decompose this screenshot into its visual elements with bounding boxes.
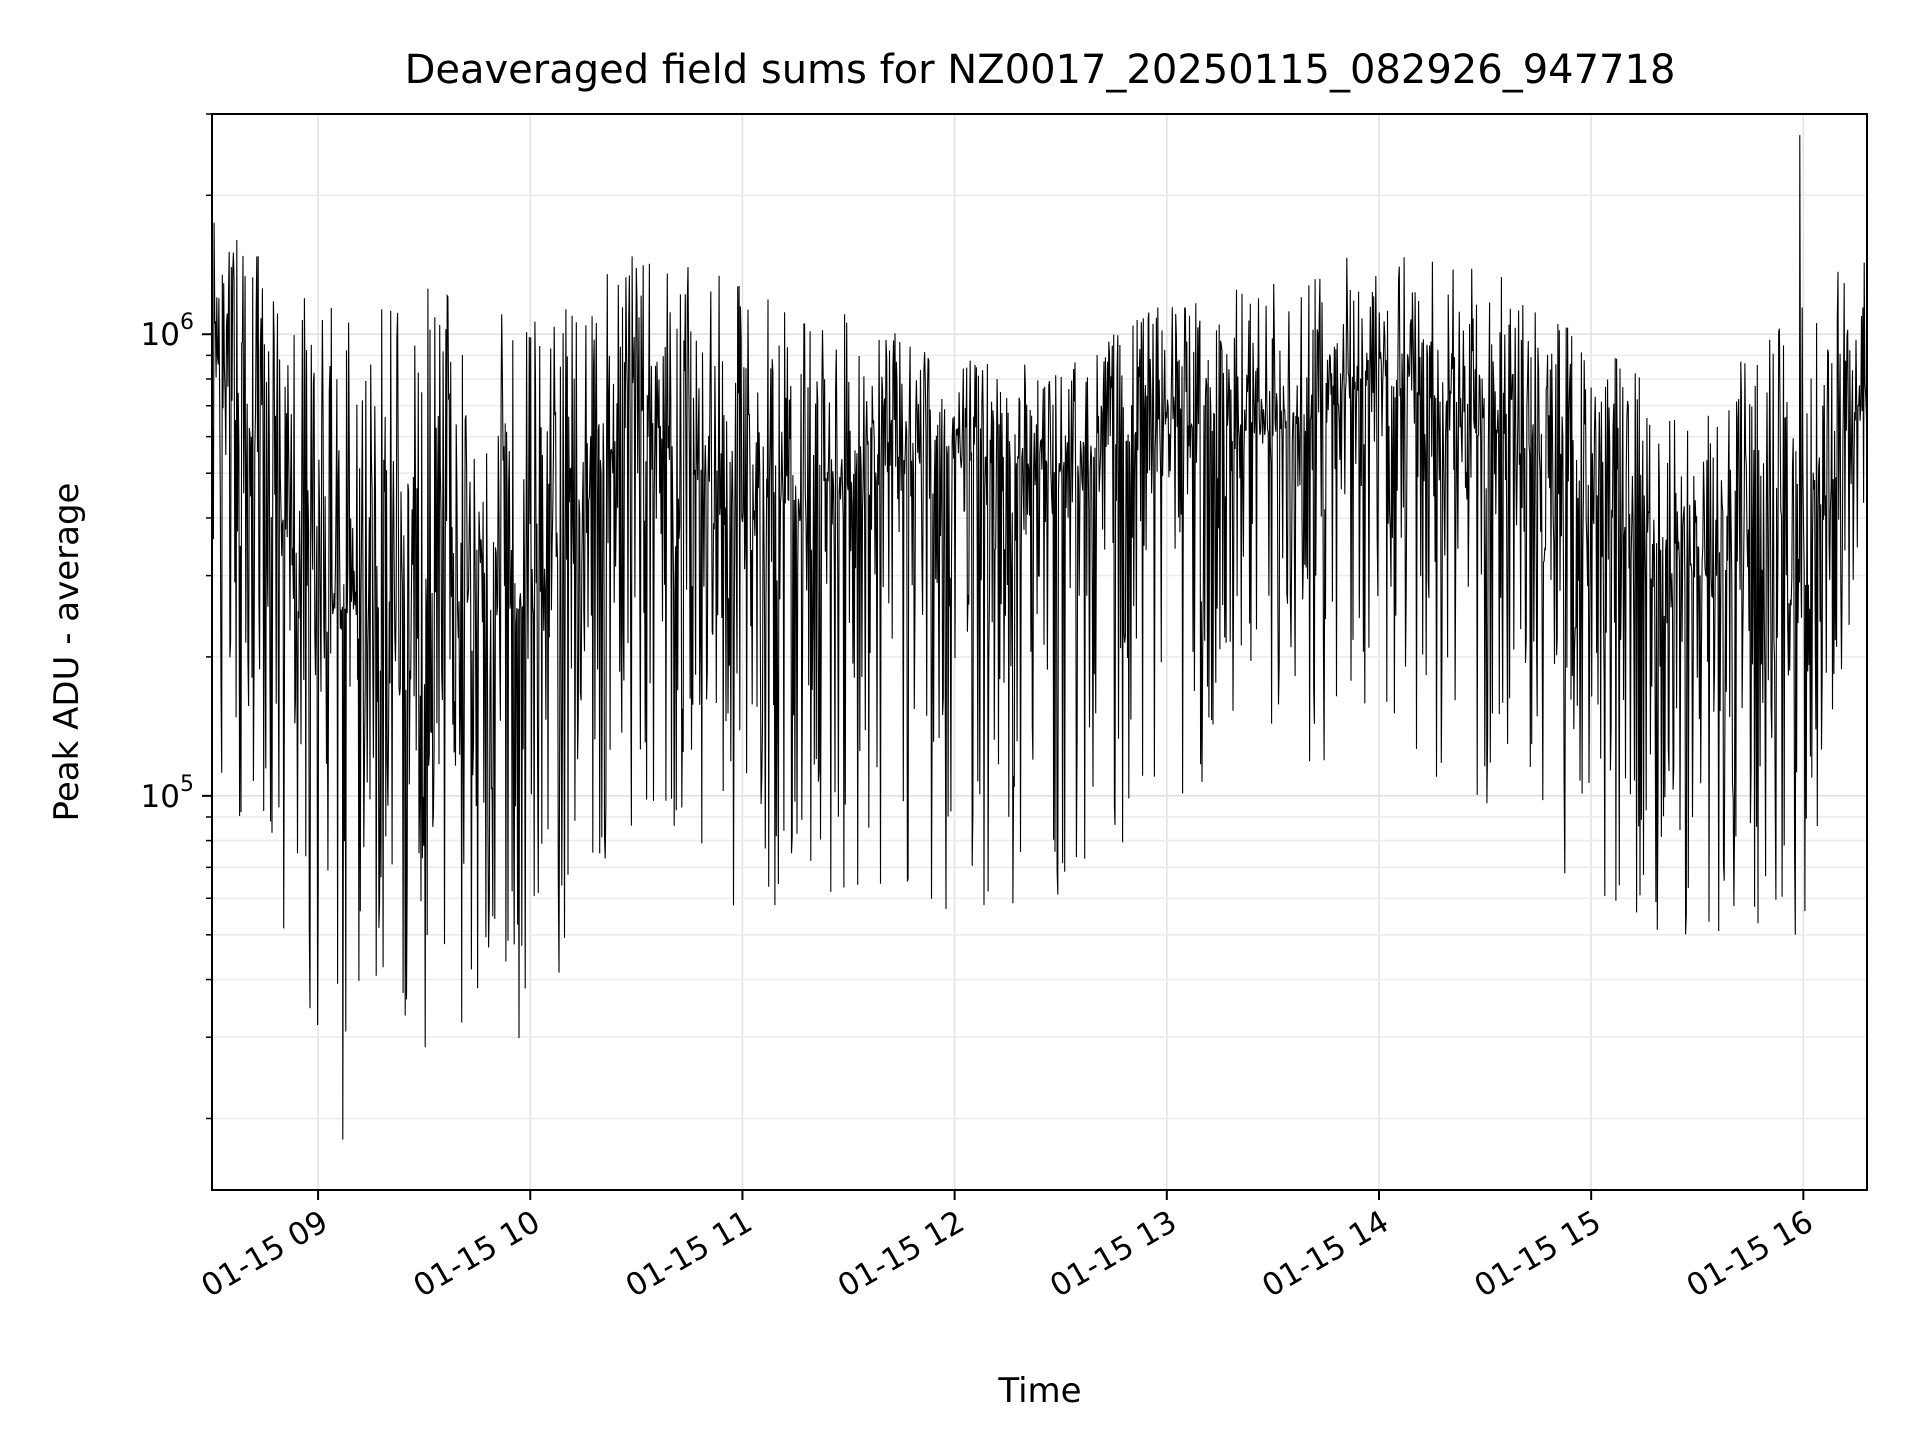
chart-title: Deaveraged field sums for NZ0017_2025011…: [405, 47, 1676, 93]
y-axis: 105 106: [141, 113, 212, 1120]
series-line: [211, 135, 1868, 1140]
x-axis-label: Time: [997, 1371, 1081, 1411]
plot-frame: [211, 113, 1868, 1191]
y-axis-label: Peak ADU - average: [47, 483, 87, 822]
y-tick-label: 105: [141, 772, 194, 815]
y-tick-label: 106: [141, 310, 194, 353]
series-path: [211, 135, 1868, 1140]
